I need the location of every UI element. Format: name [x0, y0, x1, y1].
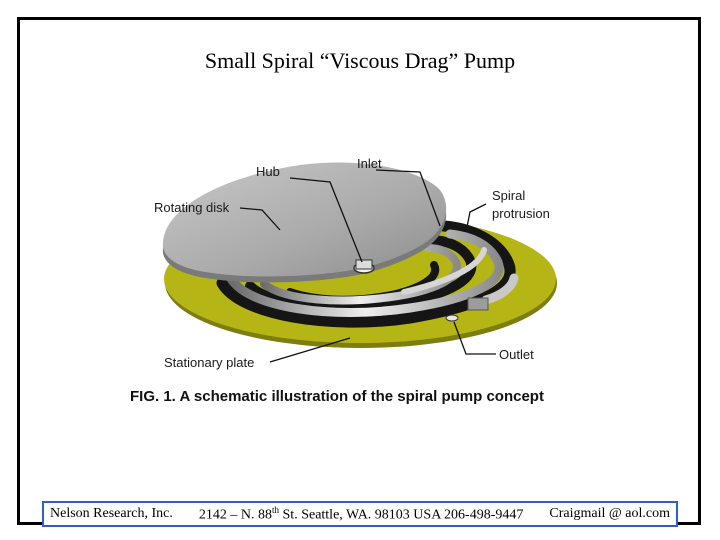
footer-bar: Nelson Research, Inc. 2142 – N. 88th St.… [42, 501, 678, 527]
label-spiral: Spiral [492, 188, 525, 203]
footer-company: Nelson Research, Inc. [50, 506, 173, 521]
spiral-end-cap [467, 297, 489, 311]
label-stationary-plate: Stationary plate [164, 355, 254, 370]
footer-email: Craigmail @ aol.com [549, 506, 670, 521]
footer-address: 2142 – N. 88th St. Seattle, WA. 98103 US… [199, 505, 524, 524]
label-rotating-disk: Rotating disk [154, 200, 230, 215]
outlet-port [445, 314, 459, 322]
footer-address-suffix: St. Seattle, WA. 98103 USA 206-498-9447 [279, 507, 524, 523]
label-hub: Hub [256, 164, 280, 179]
label-protrusion: protrusion [492, 206, 550, 221]
spiral-protrusion [227, 229, 519, 317]
figure-caption: FIG. 1. A schematic illustration of the … [130, 388, 544, 405]
hub [353, 259, 375, 274]
footer-address-sup: th [272, 504, 280, 515]
footer-address-prefix: 2142 – N. 88 [198, 507, 272, 523]
rotating-disk [162, 162, 447, 283]
label-outlet: Outlet [499, 347, 534, 362]
leader-lines [239, 169, 496, 363]
slide-title: Small Spiral “Viscous Drag” Pump [204, 48, 516, 73]
label-inlet: Inlet [357, 156, 382, 171]
